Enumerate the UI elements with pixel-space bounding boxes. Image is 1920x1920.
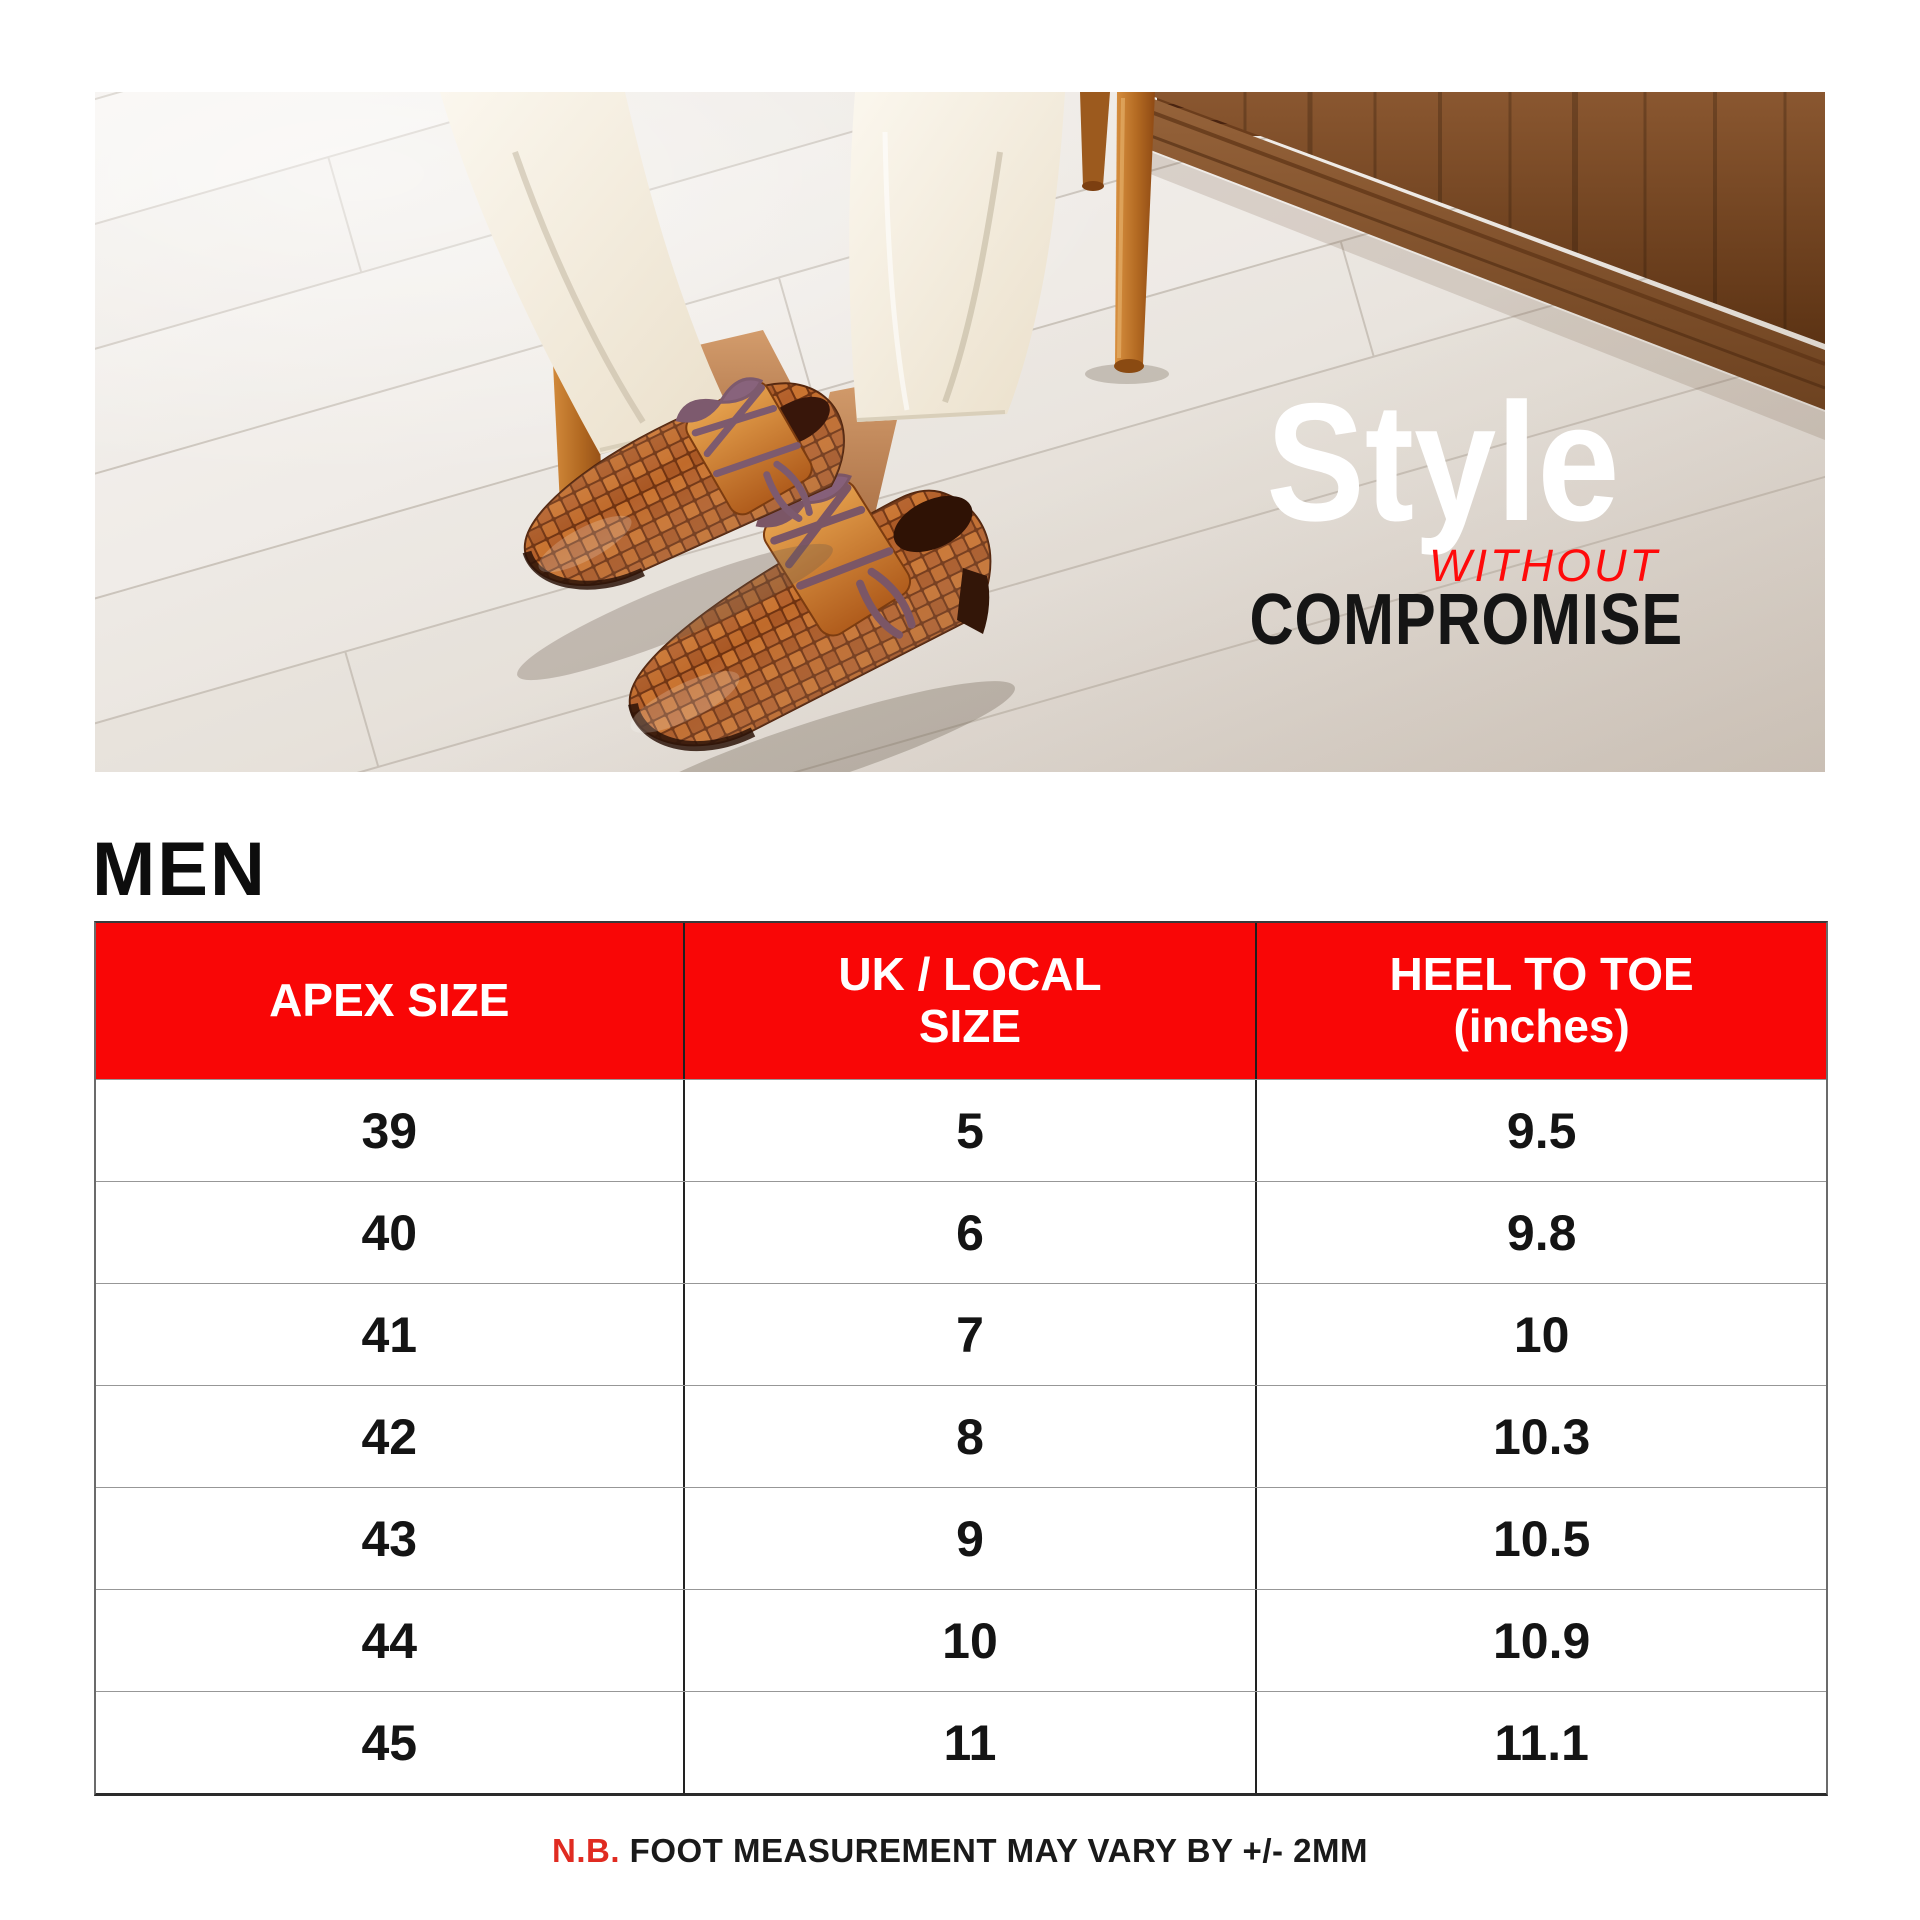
table-row: 44 10 10.9	[96, 1589, 1826, 1691]
column-header-uk-local-size: UK / LOCAL SIZE	[682, 923, 1256, 1079]
cell-apex-size: 45	[361, 1714, 418, 1771]
size-table: APEX SIZE UK / LOCAL SIZE HEEL TO TOE (i…	[94, 921, 1828, 1796]
note-text: FOOT MEASUREMENT MAY VARY BY +/- 2MM	[620, 1832, 1368, 1869]
cell-apex-size: 39	[361, 1102, 418, 1159]
hero-photo: Style WITHOUT COMPROMISE	[95, 92, 1825, 772]
table-row: 45 11 11.1	[96, 1691, 1826, 1793]
cell-heel-to-toe: 9.5	[1255, 1080, 1826, 1181]
cabinet-floor-shadow	[1135, 146, 1825, 440]
cell-uk-size: 11	[682, 1692, 1256, 1793]
header-line: SIZE	[918, 1000, 1022, 1052]
measurement-note: N.B. FOOT MEASUREMENT MAY VARY BY +/- 2M…	[0, 1832, 1920, 1870]
cell-apex-size: 41	[361, 1306, 418, 1363]
cell-heel-to-toe: 10.9	[1255, 1590, 1826, 1691]
cell-apex-size: 42	[361, 1408, 418, 1465]
shoe-sole	[628, 702, 756, 751]
toe-highlight	[538, 515, 632, 573]
table-row: 43 9 10.5	[96, 1487, 1826, 1589]
header-line: HEEL TO TOE	[1389, 948, 1694, 1001]
section-title-men: MEN	[92, 827, 267, 912]
cell-uk-size: 6	[682, 1182, 1256, 1283]
shoe-shadow	[517, 543, 833, 681]
cell-apex-size: 43	[361, 1510, 418, 1567]
cell-heel-to-toe: 10.3	[1255, 1386, 1826, 1487]
shoe-sole	[522, 550, 645, 590]
header-line: APEX SIZE	[269, 974, 510, 1027]
toe-highlight	[630, 671, 740, 733]
cell-heel-to-toe: 11.1	[1255, 1692, 1826, 1793]
hero-illustration	[95, 92, 1825, 772]
chair-leg-front	[1115, 92, 1155, 364]
headline-without: WITHOUT	[1429, 540, 1660, 591]
cell-uk-size: 5	[682, 1080, 1256, 1181]
pant-leg-right	[849, 92, 1065, 422]
cell-apex-size: 44	[361, 1612, 418, 1669]
shoe-shadow	[615, 681, 1015, 772]
cell-uk-size: 10	[682, 1590, 1256, 1691]
table-row: 41 7 10	[96, 1283, 1826, 1385]
note-prefix: N.B.	[552, 1832, 621, 1869]
chair-legs	[1080, 92, 1169, 384]
cell-apex-size: 40	[361, 1204, 418, 1261]
cell-uk-size: 8	[682, 1386, 1256, 1487]
cell-uk-size: 9	[682, 1488, 1256, 1589]
headline-compromise: COMPROMISE	[1249, 580, 1683, 660]
wood-cabinet	[1134, 92, 1825, 440]
cell-heel-to-toe: 10.5	[1255, 1488, 1826, 1589]
cell-uk-size: 7	[682, 1284, 1256, 1385]
table-row: 42 8 10.3	[96, 1385, 1826, 1487]
cell-heel-to-toe: 9.8	[1255, 1182, 1826, 1283]
chair-leg-back	[1080, 92, 1110, 186]
shoe-laces	[675, 377, 813, 522]
header-line: (inches)	[1453, 1000, 1630, 1052]
shoe-heel	[957, 568, 990, 634]
table-row: 40 6 9.8	[96, 1181, 1826, 1283]
woven-shoe-bottom	[615, 473, 1015, 772]
shoe-collar	[893, 495, 973, 553]
table-row: 39 5 9.5	[96, 1079, 1826, 1181]
cell-heel-to-toe: 10	[1255, 1284, 1826, 1385]
headline-style: Style	[1266, 368, 1620, 556]
woven-shoe-top	[517, 377, 845, 681]
column-header-heel-to-toe: HEEL TO TOE (inches)	[1255, 923, 1826, 1079]
table-header-row: APEX SIZE UK / LOCAL SIZE HEEL TO TOE (i…	[96, 923, 1826, 1079]
column-header-apex-size: APEX SIZE	[96, 923, 683, 1079]
header-line: UK / LOCAL	[838, 948, 1102, 1001]
